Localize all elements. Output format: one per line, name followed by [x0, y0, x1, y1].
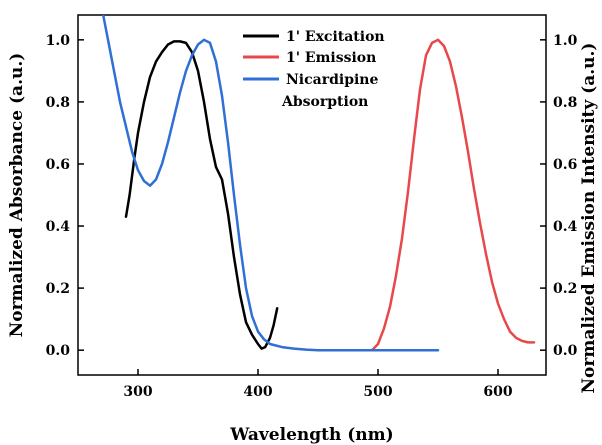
plot-frame	[77, 14, 547, 376]
x-tick-label: 400	[243, 384, 272, 400]
y-tick-label-left: 0.4	[46, 219, 71, 235]
x-axis-title: Wavelength (nm)	[229, 425, 393, 445]
legend: 1' Excitation 1' Emission Nicardipine Absor…	[243, 29, 385, 110]
y-axis-title-right: Normalized Emission Intensity (a.u.)	[579, 43, 599, 394]
y-tick-label-left: 0.6	[46, 157, 70, 173]
y-tick-label-right: 0.4	[553, 219, 578, 235]
y-tick-label-right: 0.0	[553, 343, 578, 359]
legend-label-excitation: 1' Excitation	[286, 29, 385, 45]
series-line-nicardipine-absorption	[101, 15, 440, 352]
y-tick-label-left: 1.0	[46, 33, 71, 49]
y-tick-label-left: 0.8	[46, 95, 70, 111]
lines-layer	[101, 15, 536, 352]
ticks-layer: 300 400 500 600 0.0 0.0 0.2 0.2 0.4 0.4 0.6 0.6 0.8 0…	[46, 33, 578, 400]
legend-label-nicardipine-absorption: Nicardipine Absorption	[281, 72, 378, 110]
y-tick-label-right: 1.0	[553, 33, 578, 49]
x-tick-label: 600	[483, 384, 512, 400]
y-tick-label-right: 0.8	[553, 95, 577, 111]
y-axis-title-left: Normalized Absorbance (a.u.)	[7, 53, 27, 338]
y-tick-label-left: 0.0	[46, 343, 71, 359]
x-tick-label: 300	[123, 384, 152, 400]
y-tick-label-right: 0.2	[553, 281, 577, 297]
x-tick-label: 500	[363, 384, 392, 400]
legend-label-emission: 1' Emission	[286, 50, 376, 66]
series-line-emission	[364, 38, 536, 352]
y-tick-label-right: 0.6	[553, 157, 577, 173]
y-tick-label-left: 0.2	[46, 281, 70, 297]
series-line-excitation	[124, 40, 279, 350]
